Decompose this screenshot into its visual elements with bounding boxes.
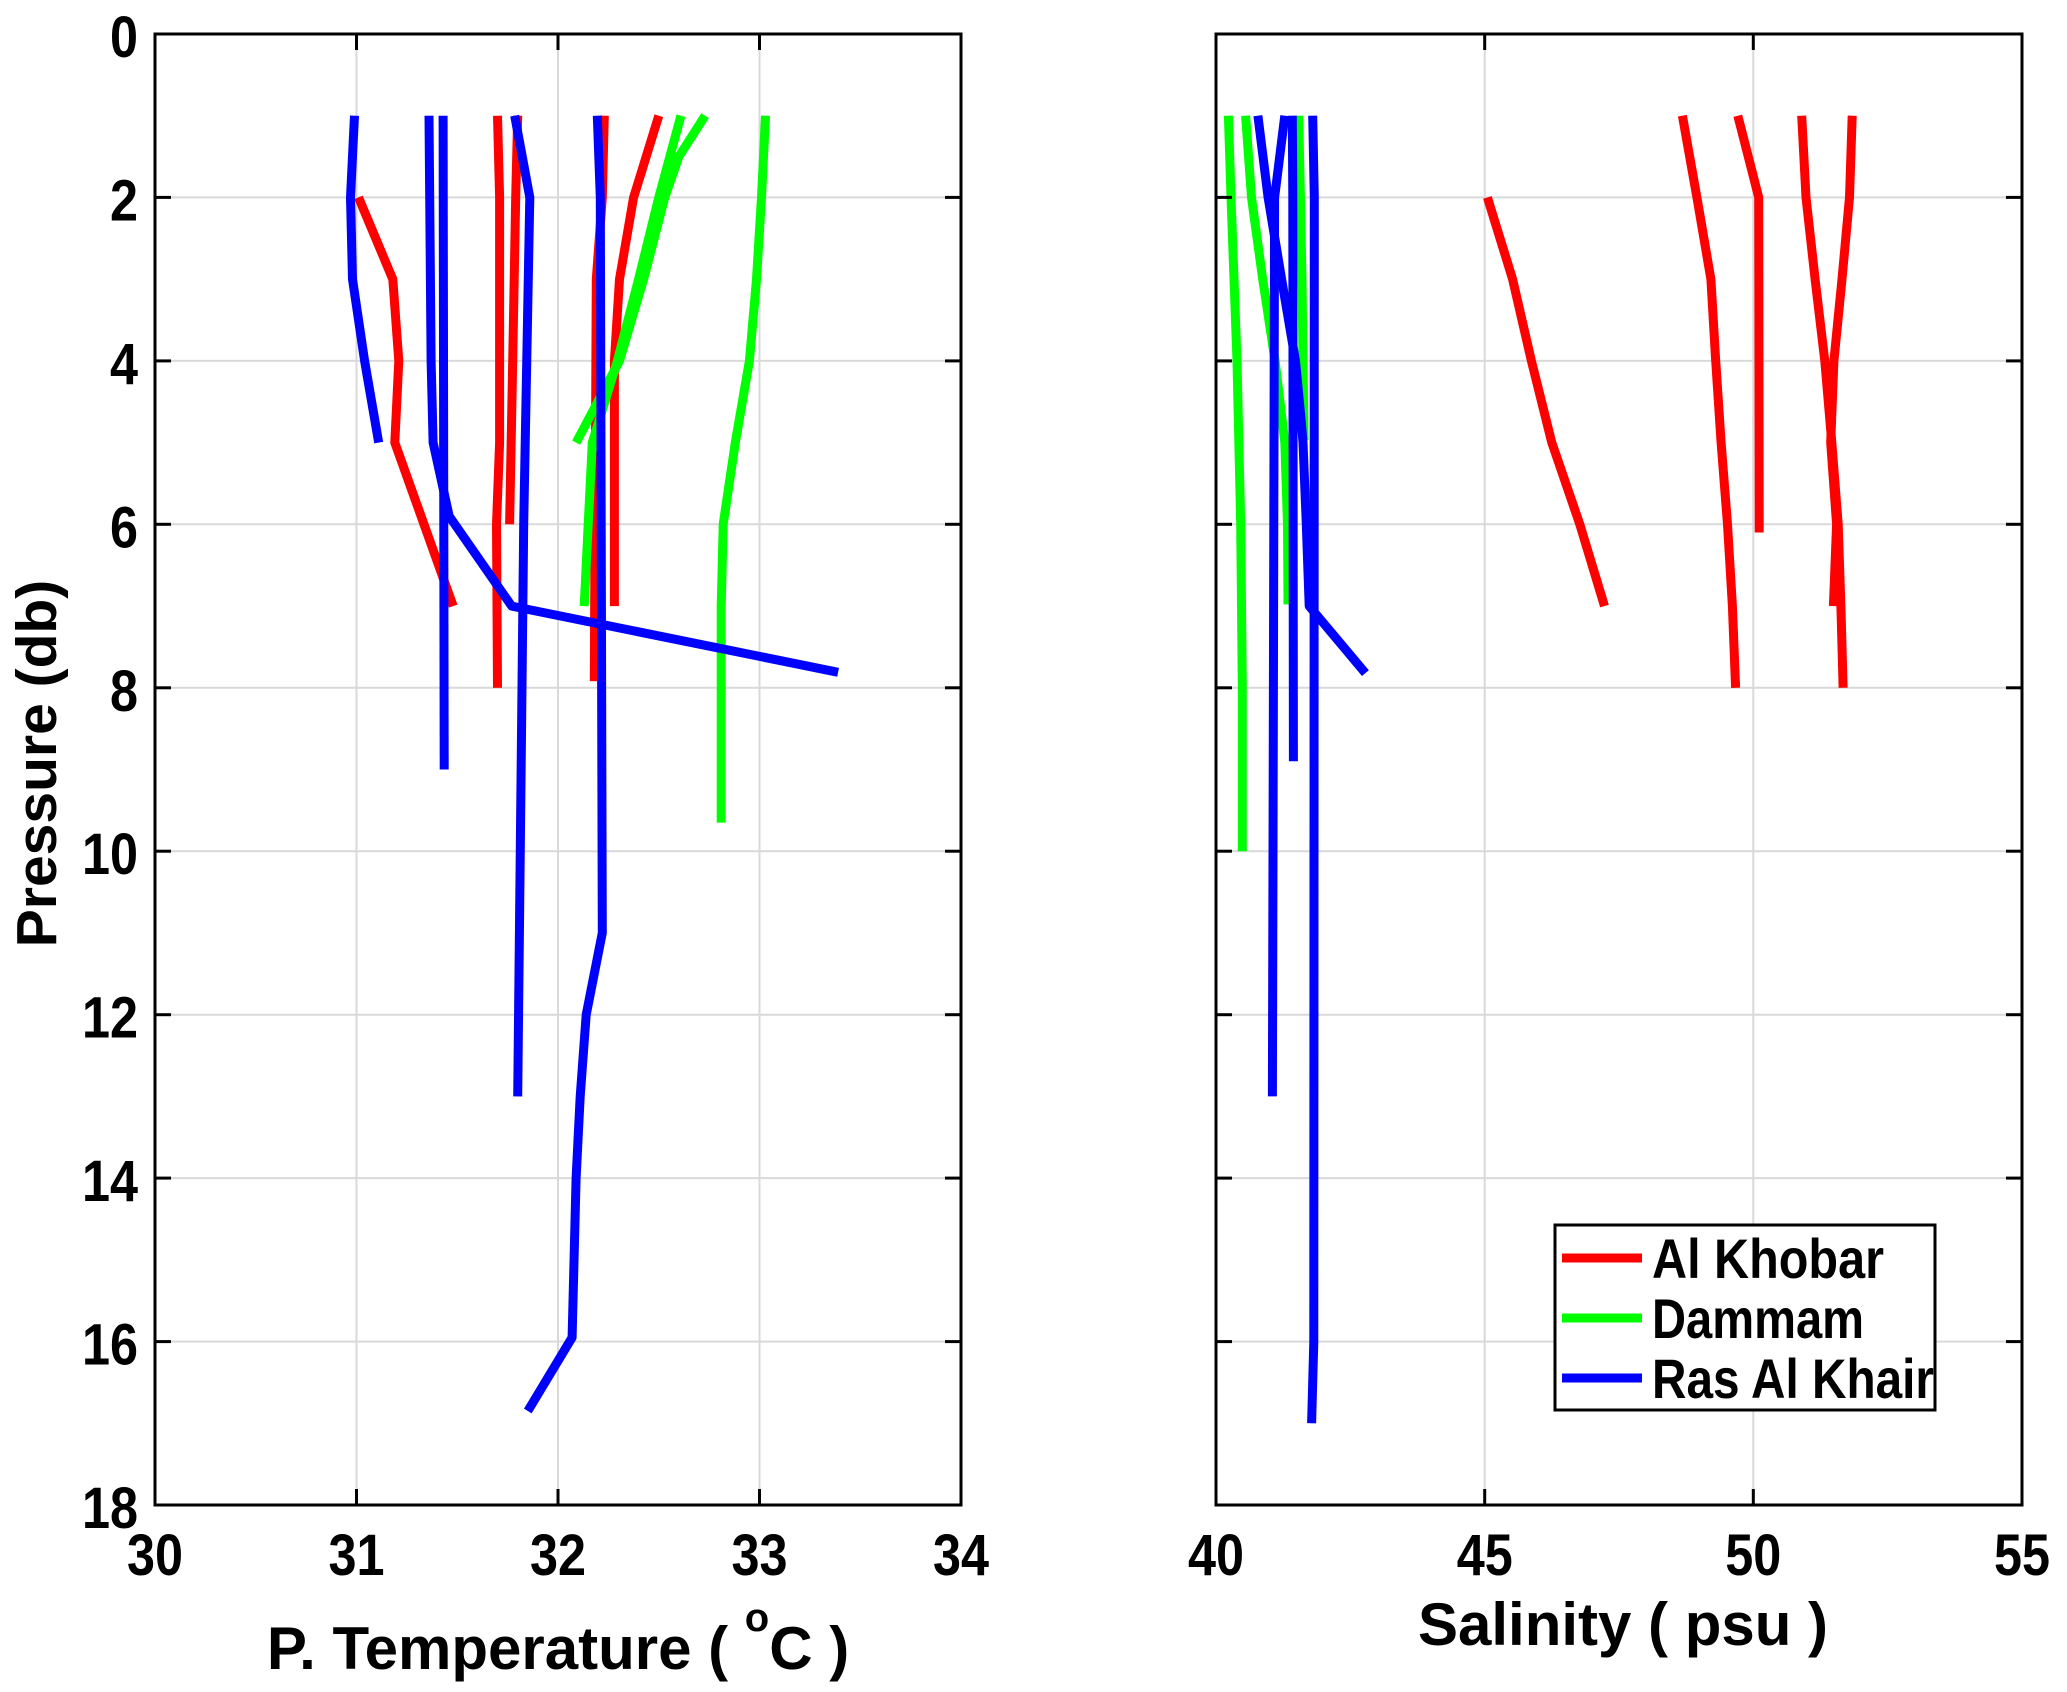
svg-text:18: 18 (82, 1476, 138, 1541)
svg-text:31: 31 (329, 1523, 385, 1588)
svg-text:2: 2 (110, 168, 138, 233)
svg-text:16: 16 (82, 1313, 138, 1378)
svg-text:14: 14 (82, 1149, 138, 1214)
svg-text:0: 0 (110, 5, 138, 70)
svg-text:45: 45 (1457, 1523, 1513, 1588)
svg-text:8: 8 (110, 659, 138, 724)
svg-text:4: 4 (110, 332, 138, 397)
svg-text:6: 6 (110, 495, 138, 560)
svg-text:40: 40 (1188, 1523, 1244, 1588)
svg-text:Ras Al Khair: Ras Al Khair (1652, 1347, 1934, 1410)
svg-text:50: 50 (1725, 1523, 1781, 1588)
svg-text:34: 34 (933, 1523, 989, 1588)
svg-text:33: 33 (732, 1523, 788, 1588)
svg-text:Al Khobar: Al Khobar (1652, 1227, 1884, 1290)
svg-text:Pressure (db): Pressure (db) (5, 580, 69, 947)
svg-text:Salinity ( psu ): Salinity ( psu ) (1418, 1591, 1828, 1658)
svg-text:30: 30 (127, 1523, 183, 1588)
svg-text:32: 32 (530, 1523, 586, 1588)
svg-text:12: 12 (82, 986, 138, 1051)
svg-text:Dammam: Dammam (1652, 1287, 1864, 1350)
svg-text:10: 10 (82, 822, 138, 887)
svg-text:55: 55 (1994, 1523, 2050, 1588)
